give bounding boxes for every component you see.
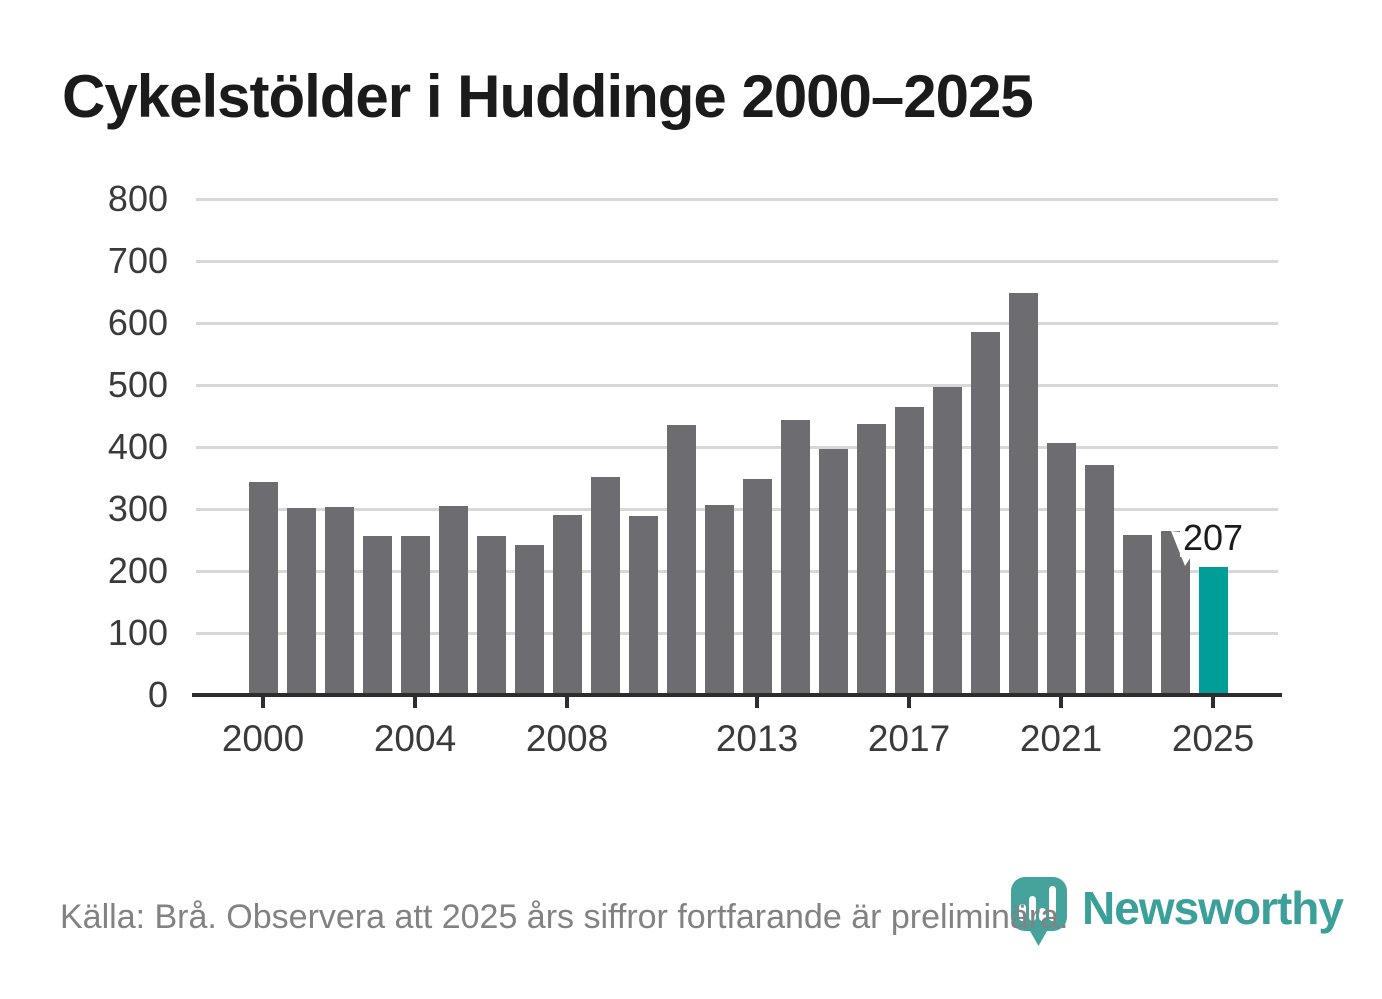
x-tick-2013 (755, 697, 759, 708)
x-tick-2000 (261, 697, 265, 708)
x-axis-label-2025: 2025 (1171, 718, 1255, 759)
gridline-100 (196, 631, 1278, 635)
y-axis-label-800: 800 (107, 178, 168, 219)
bar-2008 (552, 515, 582, 695)
x-axis-label-2008: 2008 (525, 718, 609, 759)
bar-2019 (970, 331, 1000, 695)
x-tick-2025 (1211, 697, 1215, 708)
bar-2006 (476, 536, 506, 695)
x-tick-2008 (565, 697, 569, 708)
y-axis-label-500: 500 (107, 364, 168, 405)
gridline-500 (196, 383, 1278, 387)
bar-2016 (856, 424, 886, 695)
x-axis-label-2013: 2013 (715, 718, 799, 759)
bar-2018 (932, 387, 962, 695)
bar-2012 (704, 505, 734, 695)
bar-2015 (818, 449, 848, 695)
bar-2002 (324, 507, 354, 695)
y-axis-label-200: 200 (107, 550, 168, 591)
bar-2011 (666, 425, 696, 695)
x-axis-label-2000: 2000 (221, 718, 305, 759)
bar-2001 (286, 507, 316, 695)
bar-2023 (1122, 535, 1152, 695)
highlight-value-label: 207 (1179, 518, 1247, 557)
bar-2007 (514, 544, 544, 695)
x-tick-2021 (1059, 697, 1063, 708)
bar-2021 (1046, 443, 1076, 695)
bar-2022 (1084, 464, 1114, 695)
x-axis-line (192, 693, 1282, 697)
bar-2005 (438, 505, 468, 695)
x-axis-label-2021: 2021 (1019, 718, 1103, 759)
newsworthy-wordmark: Newsworthy (1082, 882, 1344, 934)
gridline-700 (196, 259, 1278, 263)
gridline-200 (196, 569, 1278, 573)
gridline-800 (196, 197, 1278, 201)
bar-2010 (628, 516, 658, 695)
bar-2025 (1198, 566, 1228, 695)
gridline-400 (196, 445, 1278, 449)
source-note: Källa: Brå. Observera att 2025 års siffr… (60, 898, 1069, 936)
bar-2013 (742, 478, 772, 695)
chart-title: Cykelstölder i Huddinge 2000–2025 (62, 63, 1034, 130)
newsworthy-pin-barchart-icon (1011, 877, 1067, 946)
bar-2020 (1008, 292, 1038, 695)
y-axis-label-0: 0 (147, 674, 168, 715)
bar-2004 (400, 536, 430, 695)
gridline-300 (196, 507, 1278, 511)
y-axis-label-100: 100 (107, 612, 168, 653)
x-tick-2017 (907, 697, 911, 708)
y-axis-label-700: 700 (107, 240, 168, 281)
y-axis-label-300: 300 (107, 488, 168, 529)
bar-2000 (248, 481, 278, 695)
bar-2017 (894, 406, 924, 695)
newsworthy-logo: Newsworthy (1010, 876, 1344, 950)
y-axis-label-400: 400 (107, 426, 168, 467)
bar-2009 (590, 476, 620, 695)
x-tick-2004 (413, 697, 417, 708)
gridline-600 (196, 321, 1278, 325)
x-axis-label-2017: 2017 (867, 718, 951, 759)
x-axis-label-2004: 2004 (373, 718, 457, 759)
bar-2003 (362, 536, 392, 695)
bar-2014 (780, 419, 810, 695)
y-axis-label-600: 600 (107, 302, 168, 343)
